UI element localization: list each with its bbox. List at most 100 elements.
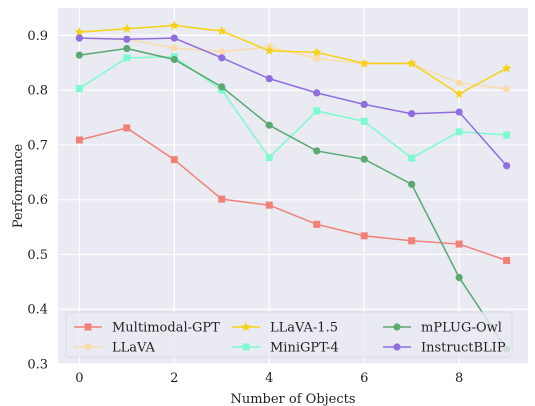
data-point <box>170 34 178 42</box>
data-point <box>123 124 131 132</box>
series-line <box>79 47 508 350</box>
data-point <box>455 108 463 116</box>
legend-marker <box>393 323 401 331</box>
data-point <box>313 147 321 155</box>
data-point <box>217 26 227 36</box>
y-tick-label: 0.7 <box>27 138 48 153</box>
y-tick-label: 0.8 <box>27 84 48 99</box>
data-point <box>406 58 417 68</box>
grid <box>58 8 528 365</box>
series-lines <box>74 20 512 353</box>
x-tick-label: 4 <box>265 371 273 386</box>
plot-background <box>58 8 528 364</box>
data-point <box>122 23 132 33</box>
x-tick-label: 2 <box>170 371 178 386</box>
legend-item: LLaVA <box>74 341 156 356</box>
data-point <box>170 55 178 64</box>
legend-label: MiniGPT-4 <box>270 341 339 356</box>
legend-marker <box>393 343 401 351</box>
data-point <box>75 85 83 93</box>
data-point <box>360 232 368 240</box>
y-tick-label: 0.9 <box>27 29 48 44</box>
legend-marker <box>242 343 250 351</box>
data-point <box>313 54 321 62</box>
data-point <box>74 27 85 37</box>
data-point <box>218 195 226 203</box>
data-point <box>75 51 83 59</box>
data-point <box>408 237 416 245</box>
series-5 <box>75 34 511 170</box>
legend-label: LLaVA <box>112 341 156 356</box>
legend: Multimodal-GPT LLaVA LLaVA-1.5 MiniGPT-4 mPL… <box>65 311 513 358</box>
data-point <box>454 88 464 99</box>
data-point <box>75 34 83 42</box>
y-tick-label: 0.3 <box>27 358 48 373</box>
series-2 <box>74 20 512 99</box>
data-point <box>503 162 511 170</box>
data-point <box>360 100 368 108</box>
data-point <box>218 54 226 62</box>
y-tick-label: 0.5 <box>27 248 48 263</box>
data-point <box>123 35 131 43</box>
legend-item: InstructBLIP <box>383 341 506 356</box>
legend-item: LLaVA-1.5 <box>232 321 338 336</box>
legend-box <box>65 311 513 358</box>
data-point <box>455 79 463 87</box>
data-point <box>265 75 273 83</box>
legend-item: Multimodal-GPT <box>74 321 220 336</box>
data-point <box>503 131 511 139</box>
data-point <box>170 44 178 52</box>
series-line <box>79 37 507 90</box>
legend-marker <box>84 323 92 331</box>
data-point <box>75 136 83 144</box>
data-point <box>455 128 463 136</box>
series-4 <box>75 44 511 353</box>
data-point <box>265 201 273 209</box>
legend-marker <box>84 343 92 351</box>
data-point <box>264 45 275 55</box>
data-point <box>218 83 226 91</box>
data-point <box>359 58 369 68</box>
series-0 <box>75 124 511 264</box>
data-point <box>313 220 321 228</box>
legend-label: LLaVA-1.5 <box>270 321 338 336</box>
data-point <box>360 117 368 125</box>
data-point <box>265 154 273 162</box>
tick-labels: 0 2 4 6 8 0.3 0.4 0.5 0.6 0.7 0.8 0.9 <box>27 29 463 386</box>
legend-label: Multimodal-GPT <box>112 321 220 336</box>
legend-marker <box>241 322 251 332</box>
data-point <box>313 107 321 115</box>
data-point <box>170 156 178 164</box>
data-point <box>360 155 368 163</box>
x-tick-label: 6 <box>360 371 368 386</box>
data-point <box>408 110 416 118</box>
x-tick-label: 0 <box>75 371 83 386</box>
data-point <box>503 85 511 93</box>
legend-label: mPLUG-Owl <box>421 321 502 336</box>
data-point <box>265 121 273 129</box>
series-line <box>78 55 507 159</box>
x-axis-title: Number of Objects <box>230 392 355 406</box>
data-point <box>169 20 180 30</box>
data-point <box>123 54 131 62</box>
data-point <box>503 256 511 264</box>
data-point <box>408 180 416 188</box>
data-point <box>313 89 321 97</box>
legend-item: MiniGPT-4 <box>232 341 339 356</box>
series-line <box>79 24 507 95</box>
data-point <box>455 240 463 248</box>
series-line <box>79 127 507 262</box>
legend-label: InstructBLIP <box>421 341 506 356</box>
data-point <box>455 273 463 282</box>
data-point <box>408 154 416 162</box>
y-tick-label: 0.4 <box>27 303 48 318</box>
y-tick-label: 0.6 <box>27 193 48 208</box>
legend-item: mPLUG-Owl <box>383 321 502 336</box>
data-point <box>311 47 322 57</box>
data-point <box>123 44 131 53</box>
data-point <box>218 48 226 56</box>
data-point <box>501 63 512 73</box>
series-line <box>79 37 508 167</box>
x-tick-label: 8 <box>455 371 463 386</box>
